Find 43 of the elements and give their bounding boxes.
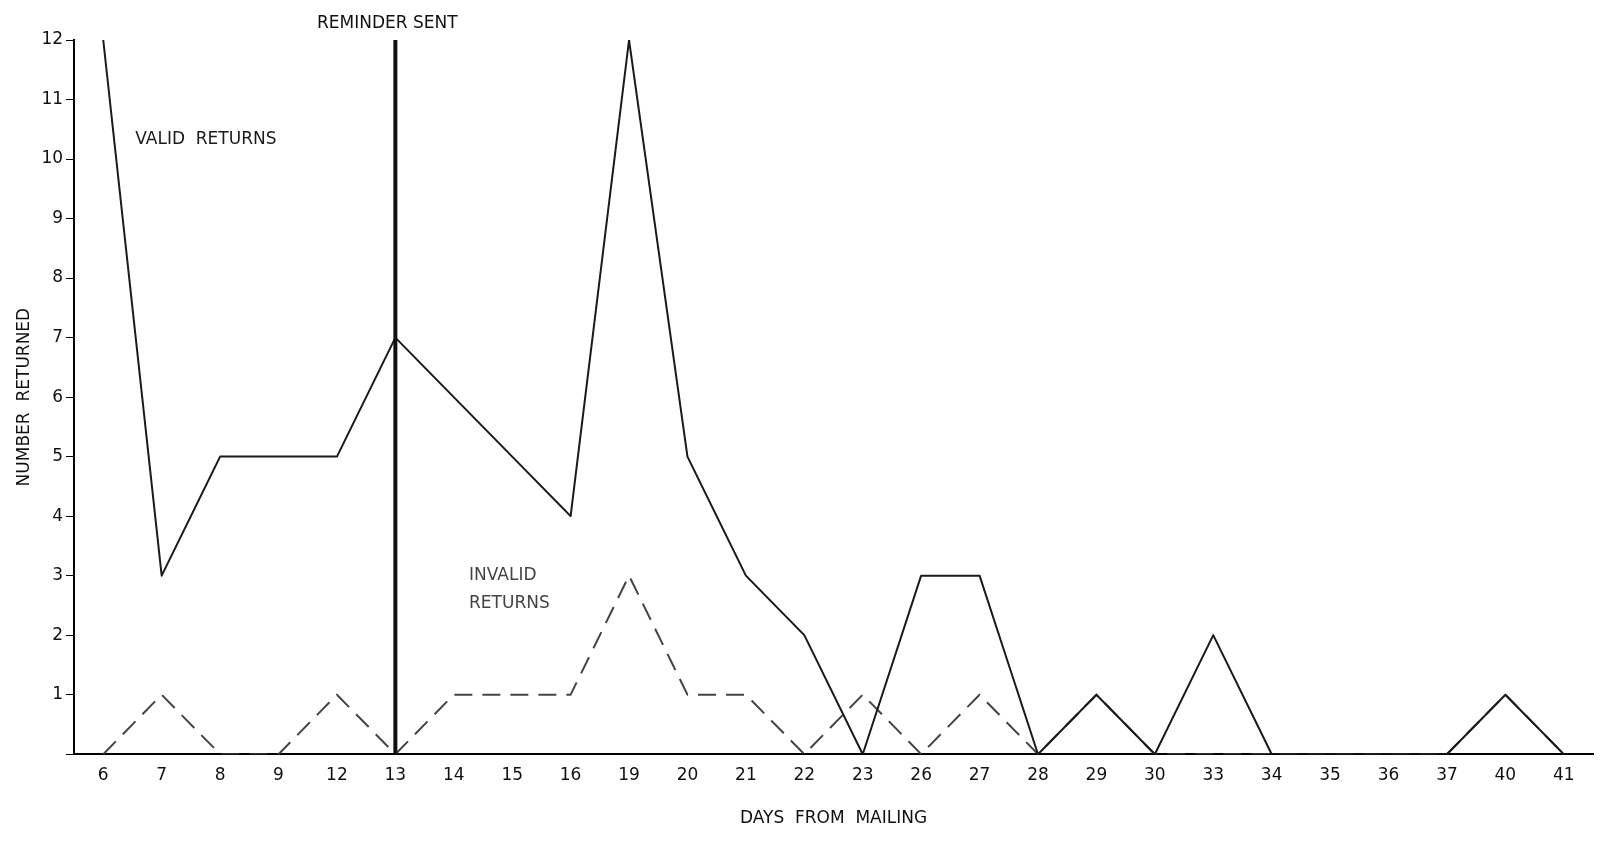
x-tick-label: 21 xyxy=(735,763,757,784)
x-tick-label: 8 xyxy=(214,763,226,784)
x-tick-label: 36 xyxy=(1377,763,1400,784)
x-tick-label: 22 xyxy=(793,763,816,784)
x-tick-label: 16 xyxy=(559,763,582,784)
y-tick-label: 8 xyxy=(52,266,64,287)
x-tick-label: 33 xyxy=(1202,763,1225,784)
x-tick-label: 37 xyxy=(1436,763,1458,784)
x-tick-label: 27 xyxy=(968,763,991,784)
y-tick-label: 2 xyxy=(52,623,64,644)
x-tick-label: 26 xyxy=(910,763,932,784)
x-tick-label: 6 xyxy=(97,763,109,784)
x-tick-label: 19 xyxy=(618,763,640,784)
x-tick-label: 15 xyxy=(501,763,524,784)
y-tick-label: 11 xyxy=(41,87,64,108)
x-tick-label: 41 xyxy=(1552,763,1575,784)
ref-line-label: REMINDER SENT xyxy=(317,11,459,32)
x-tick-label: 9 xyxy=(273,763,284,784)
series-label: VALID RETURNS xyxy=(135,128,277,149)
x-tick-label: 13 xyxy=(384,763,407,784)
y-tick-label: 1 xyxy=(52,683,64,704)
y-tick-label: 5 xyxy=(52,445,64,466)
x-tick-label: 14 xyxy=(442,763,465,784)
x-tick-label: 30 xyxy=(1144,763,1166,784)
x-tick-label: 12 xyxy=(326,763,348,784)
y-tick-label: 6 xyxy=(52,385,64,406)
y-tick-label: 4 xyxy=(52,504,64,525)
x-tick-label: 34 xyxy=(1260,763,1283,784)
y-tick-label: 12 xyxy=(41,28,64,49)
y-tick-label: 7 xyxy=(52,326,64,347)
y-tick-label: 9 xyxy=(52,206,64,227)
y-tick-label: 10 xyxy=(41,147,64,168)
x-tick-label: 29 xyxy=(1085,763,1108,784)
text: INVALID RETURNS xyxy=(469,564,550,613)
y-tick-label: 3 xyxy=(52,564,64,585)
x-tick-label: 35 xyxy=(1319,763,1341,784)
x-tick-label: 28 xyxy=(1027,763,1049,784)
x-tick-label: 23 xyxy=(851,763,874,784)
y-axis-title: NUMBER RETURNED xyxy=(12,307,33,487)
x-tick-label: 7 xyxy=(156,763,168,784)
x-tick-label: 20 xyxy=(676,763,699,784)
x-axis-title: DAYS FROM MAILING xyxy=(739,807,928,828)
x-tick-label: 40 xyxy=(1494,763,1517,784)
